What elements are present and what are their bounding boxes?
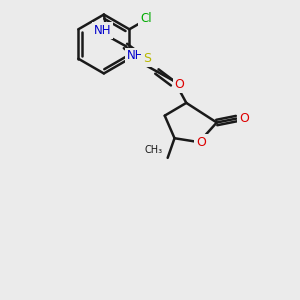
Text: S: S	[143, 52, 151, 65]
Text: CH₃: CH₃	[145, 145, 163, 155]
Text: NH: NH	[94, 24, 112, 37]
Text: NH: NH	[127, 49, 144, 62]
Text: O: O	[239, 112, 249, 125]
Text: Cl: Cl	[140, 12, 152, 25]
Text: O: O	[196, 136, 206, 148]
Text: O: O	[175, 78, 184, 91]
